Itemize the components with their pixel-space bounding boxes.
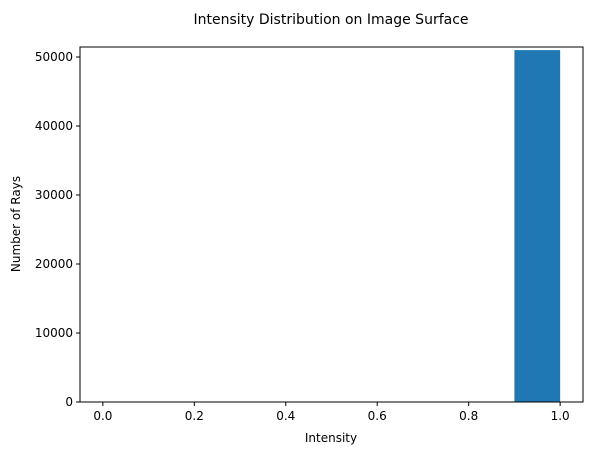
x-tick-label: 1.0 <box>551 409 570 423</box>
y-tick-label: 20000 <box>35 257 73 271</box>
y-tick-label: 50000 <box>35 50 73 64</box>
y-tick-label: 40000 <box>35 119 73 133</box>
x-tick-label: 0.4 <box>276 409 295 423</box>
bar <box>514 50 561 403</box>
y-tick-label: 0 <box>65 395 73 409</box>
y-tick-label: 30000 <box>35 188 73 202</box>
x-tick-label: 0.8 <box>459 409 478 423</box>
chart-title: Intensity Distribution on Image Surface <box>193 12 468 28</box>
x-tick-label: 0.2 <box>185 409 204 423</box>
x-tick-label: 0.0 <box>93 409 112 423</box>
y-tick-label: 10000 <box>35 326 73 340</box>
x-tick-label: 0.6 <box>368 409 387 423</box>
x-axis-label: Intensity <box>305 431 357 445</box>
axes-frame <box>79 46 584 403</box>
y-axis-label: Number of Rays <box>9 176 23 272</box>
